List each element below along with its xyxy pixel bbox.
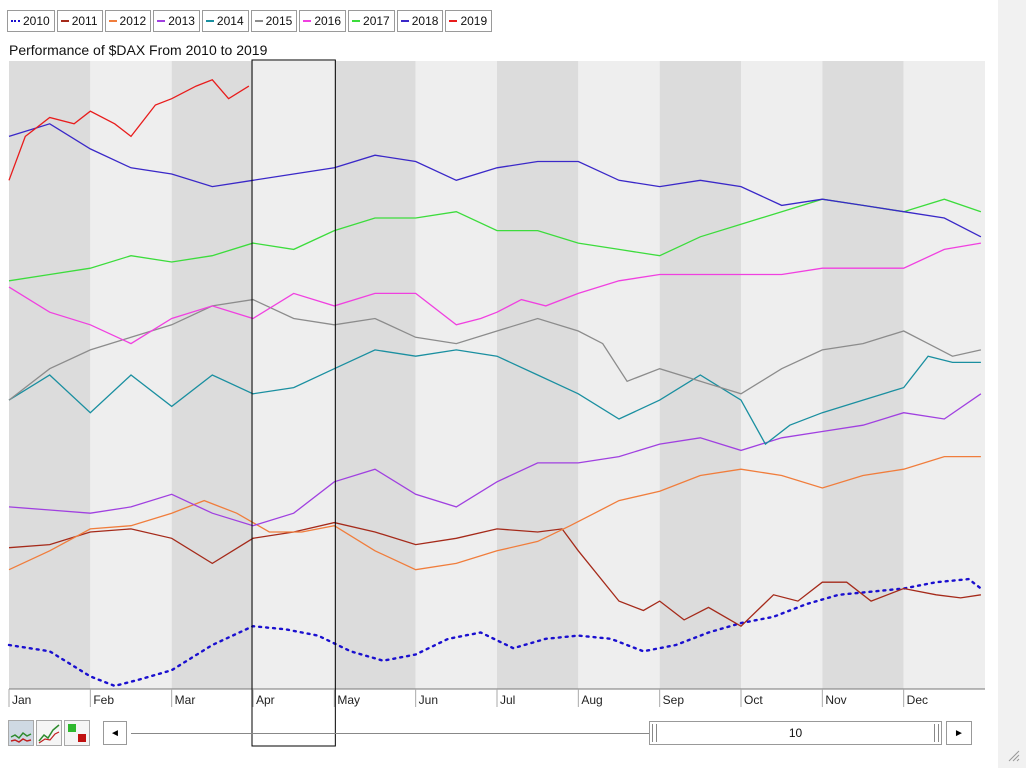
series-line-2013 (8, 393, 982, 527)
legend-swatch (400, 20, 409, 22)
legend: 2010 2011 2012 2013 2014 2015 2016 2017 2018 2019 (7, 10, 493, 34)
legend-swatch (108, 20, 117, 22)
legend-item-2012[interactable]: 2012 (104, 10, 152, 32)
legend-item-2013[interactable]: 2013 (153, 10, 200, 32)
legend-item-2011[interactable]: 2011 (56, 10, 103, 32)
legend-label: 2017 (363, 14, 390, 28)
performance-button[interactable] (36, 720, 62, 746)
series-line-2016 (8, 242, 982, 345)
series-line-2014 (8, 349, 981, 446)
performance-icon (38, 724, 60, 744)
legend-item-2019[interactable]: 2019 (445, 10, 493, 32)
legend-swatch (449, 20, 458, 22)
month-band (334, 61, 416, 689)
scroll-track[interactable] (131, 733, 651, 734)
color-blocks-icon (68, 724, 86, 742)
legend-swatch (60, 20, 69, 22)
chart-title: Performance of $DAX From 2010 to 2019 (9, 42, 268, 58)
month-band (903, 61, 985, 689)
line-chart-button[interactable] (8, 720, 34, 746)
x-tick-label: Apr (256, 693, 275, 707)
x-tick-label: Mar (175, 693, 196, 707)
legend-label: 2010 (23, 14, 50, 28)
highlight-month-box (251, 59, 336, 747)
line-chart-icon (10, 731, 32, 743)
legend-swatch (303, 20, 312, 22)
x-tick-label: May (337, 693, 360, 707)
legend-label: 2018 (411, 14, 439, 28)
series-line-2011 (8, 521, 981, 628)
x-tick-label: Oct (744, 693, 763, 707)
legend-label: 2015 (265, 14, 293, 28)
legend-swatch (11, 20, 20, 22)
legend-label: 2011 (71, 14, 98, 28)
x-tick-label: Aug (581, 693, 602, 707)
legend-swatch (157, 20, 166, 22)
month-band (741, 61, 823, 689)
month-band (822, 61, 904, 689)
legend-label: 2012 (119, 14, 147, 28)
legend-swatch (254, 20, 263, 22)
series-line-2019 (8, 79, 250, 181)
chart-svg: Jan Feb Mar Apr May Jun Jul Aug Sep Oct Nov Dec (7, 59, 985, 747)
series-line-2010 (7, 577, 983, 688)
x-tick-label: Jun (419, 693, 438, 707)
series-line-2015 (8, 298, 982, 401)
legend-item-2018[interactable]: 2018 (396, 10, 444, 32)
series-line-2012 (8, 455, 981, 571)
scroll-left-button[interactable]: ◄ (103, 721, 127, 745)
month-band (415, 61, 497, 689)
legend-label: 2013 (168, 14, 195, 28)
x-tick-label: Nov (825, 693, 846, 707)
x-tick-label: Feb (93, 693, 114, 707)
x-tick-label: Jul (500, 693, 515, 707)
legend-item-2015[interactable]: 2015 (250, 10, 298, 32)
legend-item-2010[interactable]: 2010 (7, 10, 55, 32)
x-tick-label: Dec (907, 693, 928, 707)
legend-item-2016[interactable]: 2016 (299, 10, 347, 32)
color-blocks-button[interactable] (64, 720, 90, 746)
resize-grip-icon[interactable] (1008, 750, 1020, 762)
legend-label: 2016 (314, 14, 342, 28)
scroll-thumb[interactable]: 10 (649, 721, 942, 745)
x-tick-label: Sep (663, 693, 685, 707)
legend-swatch (352, 20, 361, 22)
legend-item-2014[interactable]: 2014 (201, 10, 249, 32)
legend-label: 2019 (460, 14, 488, 28)
legend-item-2017[interactable]: 2017 (348, 10, 395, 32)
legend-label: 2014 (216, 14, 244, 28)
series-line-2018 (8, 123, 982, 238)
scroll-right-button[interactable]: ► (946, 721, 972, 745)
scroll-thumb-label: 10 (788, 726, 803, 740)
x-tick-label: Jan (12, 693, 31, 707)
legend-swatch (205, 20, 214, 22)
month-band (578, 61, 660, 689)
